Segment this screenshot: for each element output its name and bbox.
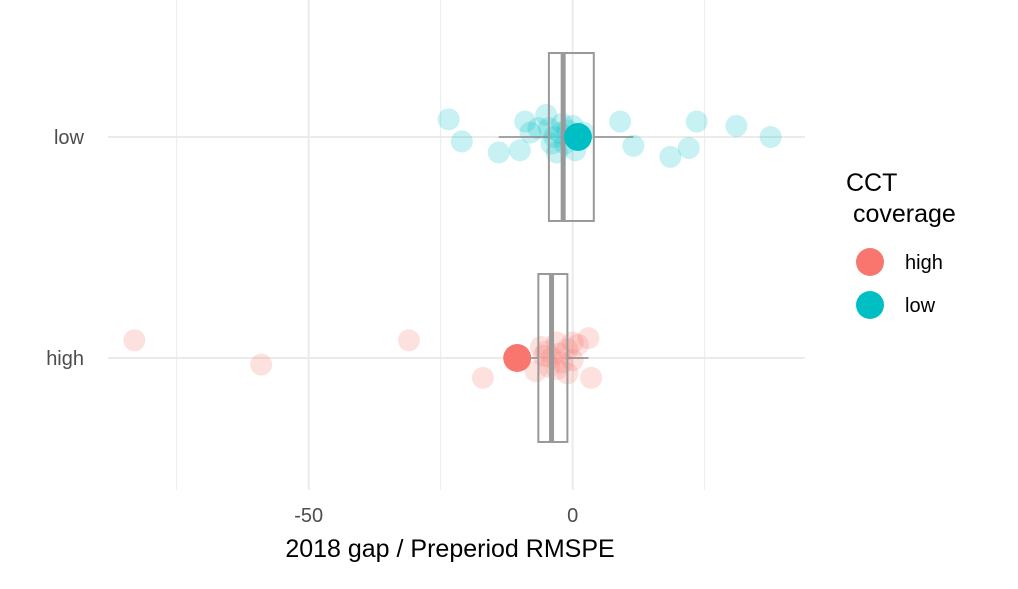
data-point-high	[580, 366, 603, 389]
legend-title-line-2: coverage	[846, 200, 956, 228]
x-axis-title: 2018 gap / Preperiod RMSPE	[285, 535, 614, 563]
data-point-high	[123, 329, 146, 352]
legend-key-high	[856, 248, 884, 276]
y-tick-label: high	[46, 348, 84, 370]
data-point-low	[659, 145, 682, 168]
data-point-low	[677, 137, 700, 160]
x-tick-labels: -50 0	[294, 505, 578, 527]
data-point-low	[609, 110, 632, 133]
y-tick-labels: high low	[46, 127, 84, 370]
legend-title-line-1: CCT	[846, 169, 897, 197]
data-point-low	[685, 110, 708, 133]
data-point-high	[537, 355, 560, 378]
data-point-high	[577, 327, 600, 350]
data-point-low	[540, 132, 563, 155]
data-point-high	[566, 333, 589, 356]
data-point-low	[487, 141, 510, 164]
data-point-low	[437, 108, 460, 131]
highlight-point-low	[563, 123, 592, 151]
data-point-high	[524, 360, 547, 383]
data-point-low	[622, 134, 645, 157]
data-point-low	[527, 117, 550, 140]
data-point-high	[471, 366, 494, 389]
boxplots	[498, 52, 634, 443]
data-point-low	[450, 130, 473, 153]
data-point-high	[250, 353, 273, 376]
data-point-low	[514, 110, 537, 133]
grid	[108, 0, 805, 490]
x-tick-label: 0	[567, 505, 578, 527]
legend-label-high: high	[905, 252, 943, 274]
data-point-low	[725, 114, 748, 137]
y-tick-label: low	[54, 127, 85, 149]
legend-entries: high low	[856, 248, 943, 319]
highlight-points	[503, 123, 592, 372]
box-low	[547, 52, 595, 222]
data-point-high	[529, 335, 552, 358]
data-point-low	[519, 121, 542, 144]
data-point-high	[397, 329, 420, 352]
legend: CCT coverage high low	[846, 169, 956, 319]
data-point-low	[535, 103, 558, 126]
chart-marks	[123, 103, 782, 389]
data-point-low	[508, 139, 531, 162]
legend-label-low: low	[905, 295, 936, 317]
highlight-point-high	[503, 344, 532, 372]
x-tick-label: -50	[294, 505, 323, 527]
data-point-low	[759, 126, 782, 148]
legend-key-low	[856, 291, 884, 319]
